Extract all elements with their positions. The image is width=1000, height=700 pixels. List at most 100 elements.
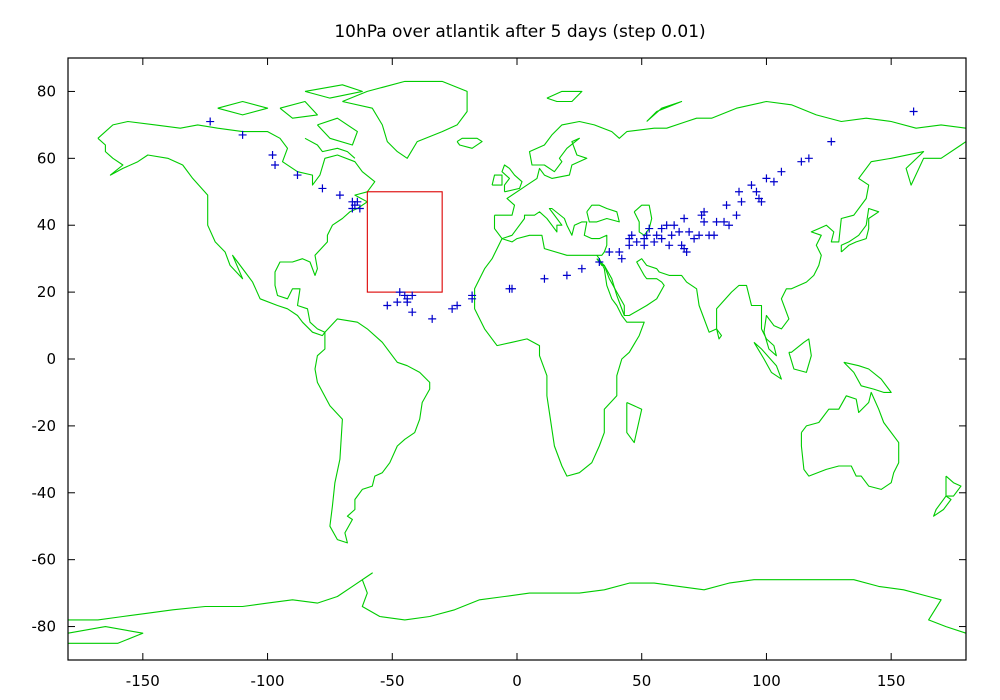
coastline-eurasia — [493, 207, 608, 256]
coastline-arctic-islands-3 — [304, 84, 363, 99]
data-point — [762, 174, 771, 183]
data-point — [710, 231, 719, 240]
y-tick-label: 60 — [37, 149, 56, 167]
data-point — [752, 187, 761, 196]
axis-ticks — [68, 58, 966, 660]
data-point — [657, 224, 666, 233]
data-point — [662, 221, 671, 230]
data-point — [293, 171, 302, 180]
data-point — [206, 117, 215, 126]
data-point — [595, 258, 604, 267]
data-point — [508, 284, 517, 293]
data-point — [747, 181, 756, 190]
data-point — [909, 107, 918, 116]
x-tick-label: 100 — [752, 672, 781, 690]
data-point — [695, 231, 704, 240]
data-point — [652, 231, 661, 240]
x-tick-label: -100 — [251, 672, 285, 690]
data-point — [268, 150, 277, 159]
y-tick-label: -20 — [32, 417, 57, 435]
coastline-arabia-red — [596, 258, 625, 316]
data-point — [348, 204, 357, 213]
data-point — [408, 308, 417, 317]
y-tick-label: 20 — [37, 283, 56, 301]
data-point — [690, 234, 699, 243]
x-tick-label: 150 — [877, 672, 906, 690]
coastline-asia-east — [596, 141, 967, 357]
data-point — [777, 167, 786, 176]
data-point — [650, 237, 659, 246]
coastline-sumatra — [753, 341, 782, 380]
data-point — [403, 294, 412, 303]
data-point — [657, 234, 666, 243]
data-point — [685, 227, 694, 236]
data-point — [353, 197, 362, 206]
data-point — [725, 221, 734, 230]
coastline-ireland — [491, 174, 503, 186]
data-point — [712, 217, 721, 226]
plot-frame — [67, 57, 967, 661]
data-point — [827, 137, 836, 146]
y-tick-label: -40 — [32, 484, 57, 502]
release-box — [366, 191, 443, 293]
y-tick-label: -60 — [32, 551, 57, 569]
data-point — [625, 241, 634, 250]
coastline-sri-lanka — [716, 328, 723, 340]
data-point — [627, 231, 636, 240]
coastline-africa — [474, 238, 645, 477]
data-point — [540, 274, 549, 283]
coastline-new-zealand — [945, 475, 962, 497]
data-point — [318, 184, 327, 193]
data-point — [732, 211, 741, 220]
coastline-antarctica — [68, 572, 967, 634]
axis-tick-labels: -150 -100 -50 0 50 100 150 -80 -60 -40 -20 0 20 40 60 8… — [32, 82, 906, 690]
x-tick-label: 50 — [632, 672, 651, 690]
data-point — [632, 237, 641, 246]
data-point — [665, 241, 674, 250]
data-point — [453, 301, 462, 310]
data-point — [335, 191, 344, 200]
particle-points-layer — [206, 107, 918, 323]
coastline-japan — [840, 207, 880, 253]
x-tick-label: -150 — [126, 672, 160, 690]
data-point — [468, 291, 477, 300]
data-point — [355, 204, 364, 213]
data-point — [670, 221, 679, 230]
data-point — [393, 298, 402, 307]
data-point — [617, 254, 626, 263]
data-point — [577, 264, 586, 273]
coastline-arctic-islands-2 — [279, 100, 318, 119]
y-tick-label: 80 — [37, 82, 56, 100]
coastline-south-america — [314, 318, 431, 544]
y-tick-label: -80 — [32, 618, 57, 636]
data-point — [700, 217, 709, 226]
coastline-baffin — [316, 117, 358, 146]
data-point — [675, 227, 684, 236]
coastline-iceland — [456, 137, 483, 149]
y-tick-label: 0 — [46, 350, 56, 368]
data-point — [769, 177, 778, 186]
x-tick-label: 0 — [512, 672, 522, 690]
data-point — [645, 224, 654, 233]
chart-title: 10hPa over atlantik after 5 days (step 0… — [334, 22, 705, 42]
coastline-new-zealand-s — [933, 495, 952, 517]
coastline-borneo — [788, 338, 812, 373]
data-point — [797, 157, 806, 166]
data-point — [238, 130, 247, 139]
coastline-layer — [67, 80, 967, 644]
coastline-ross — [67, 626, 144, 644]
coastline-new-guinea — [843, 361, 892, 393]
data-point — [700, 207, 709, 216]
y-tick-label: 40 — [37, 216, 56, 234]
coastline-europe-north — [494, 100, 967, 216]
coastline-britain — [501, 164, 523, 193]
data-point — [757, 197, 766, 206]
data-point — [615, 247, 624, 256]
data-point — [722, 201, 731, 210]
data-point — [680, 214, 689, 223]
coastline-black-sea — [586, 204, 620, 223]
data-point — [383, 301, 392, 310]
coastline-madagascar — [626, 401, 643, 444]
data-point — [682, 247, 691, 256]
